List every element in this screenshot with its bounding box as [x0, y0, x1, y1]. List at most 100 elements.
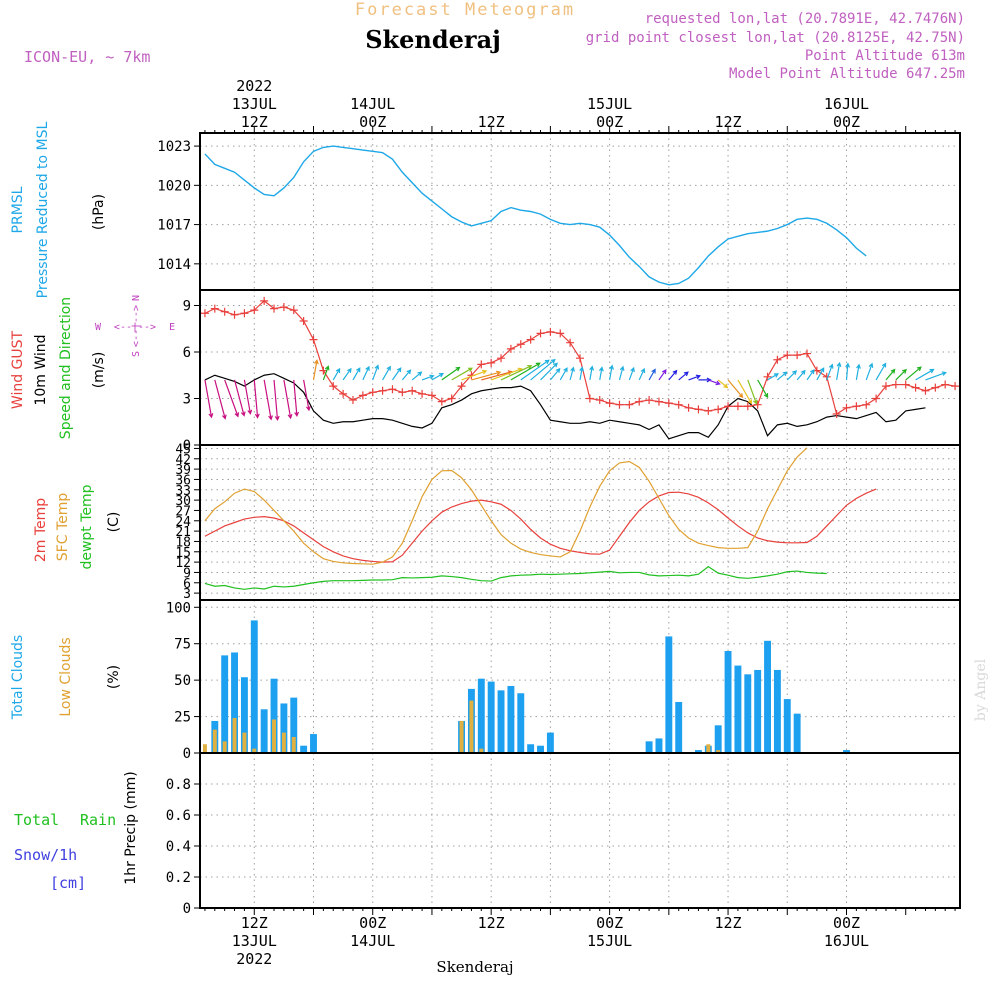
wind-arrow [757, 379, 769, 399]
wind-arrow [530, 358, 556, 381]
wind-arrow [510, 362, 541, 381]
compass-e: E [169, 322, 175, 333]
gust-marker [240, 309, 249, 318]
temp-label-2: SFC Temp [55, 493, 71, 562]
wind-arrow [737, 379, 753, 405]
total-cloud-bar [537, 745, 544, 753]
wind-arrow [796, 369, 806, 381]
y-tick-label: 33 [175, 484, 191, 499]
low-cloud-bar [242, 732, 247, 753]
total-cloud-bar [764, 640, 771, 753]
gust-marker [358, 391, 367, 400]
temp-label-3: dewpt Temp [79, 484, 95, 569]
gust-marker [398, 388, 407, 397]
gust-marker [556, 329, 565, 338]
gust-marker [891, 380, 900, 389]
low-cloud-bar [459, 720, 464, 753]
gust-marker [931, 383, 940, 392]
wind-arrow [332, 367, 341, 381]
total-cloud-bar [260, 709, 268, 753]
x-label-top: 14JUL [350, 95, 395, 113]
wind-arrow [598, 366, 604, 381]
y-tick-label: 12 [175, 556, 191, 571]
wind-label-1: Wind GUST [10, 330, 26, 409]
y-tick-label: 6 [183, 577, 191, 592]
total-cloud-bar [527, 744, 535, 753]
wind-arrow [471, 370, 502, 381]
wind-arrow [688, 374, 702, 381]
gust-marker [319, 366, 328, 375]
wind-label-2: 10m Wind [33, 334, 49, 405]
x-label-bottom: 2022 [236, 950, 272, 968]
y-tick-label: 1017 [157, 218, 191, 234]
model-altitude: Model Point Altitude 647.25m [729, 66, 965, 82]
gust-marker [289, 306, 298, 315]
wind-arrow [342, 367, 352, 381]
gust-marker [704, 406, 713, 415]
total-cloud-bar [744, 674, 752, 753]
x-label-bottom: 00Z [596, 914, 623, 932]
gust-marker [911, 383, 920, 392]
total-cloud-bar [497, 690, 505, 753]
y-tick-label: 3 [183, 587, 191, 602]
gust-marker [309, 335, 318, 344]
x-label-bottom: 13JUL [232, 932, 277, 950]
total-cloud-bar [754, 669, 762, 753]
y-tick-label: 36 [175, 473, 191, 488]
gust-marker [576, 354, 584, 363]
y-tick-label: 45 [175, 442, 191, 457]
total-cloud-bar [655, 738, 663, 753]
gust-marker [941, 380, 950, 389]
low-cloud-bar [202, 744, 207, 753]
x-label-top: 2022 [236, 77, 272, 95]
y-tick-label: 0 [183, 438, 191, 454]
y-tick-label: 6 [183, 345, 191, 361]
axes-layer: 1014101710201023036936912151821242730333… [157, 77, 961, 968]
gust-marker [684, 403, 693, 412]
wind-arrow [224, 379, 240, 418]
wind-unit: (m/s) [91, 352, 107, 389]
precip-labels: Total Rain Snow/1h [cm] 1hr Precip (mm) [14, 771, 139, 892]
compass-w: W [95, 322, 102, 333]
wind-arrow [777, 371, 788, 381]
precip-unit: 1hr Precip (mm) [123, 771, 139, 884]
wind-arrow [431, 372, 444, 381]
low-cloud-bar [272, 719, 276, 753]
total-cloud-bar [675, 702, 683, 753]
wind-arrow [312, 359, 319, 381]
total-cloud-bar [487, 681, 495, 753]
total-cloud-bar [694, 750, 702, 753]
location-title: Skenderaj [365, 25, 501, 54]
model-label: ICON-EU, ~ 7km [24, 48, 150, 66]
gust-marker [615, 400, 624, 409]
total-cloud-bar [221, 655, 229, 753]
y-tick-label: 24 [175, 515, 191, 530]
compass-mid-h: <--|--> [114, 322, 156, 333]
gust-marker [951, 382, 960, 391]
y-tick-label: 50 [174, 673, 191, 689]
x-label-top: 00Z [359, 113, 386, 131]
wind-arrow [816, 367, 825, 381]
gust-marker [753, 400, 762, 409]
y-tick-label: 100 [166, 600, 191, 616]
wind-arrow [461, 369, 488, 381]
y-tick-label: 25 [174, 710, 191, 726]
precip-label-cm: [cm] [50, 874, 86, 892]
gust-marker [526, 335, 535, 344]
total-cloud-bar [310, 734, 317, 753]
total-cloud-bar [645, 741, 653, 753]
gust-marker [230, 310, 239, 319]
compass-mid: <--|--> [131, 305, 142, 347]
wind-arrow [303, 379, 311, 412]
x-label-bottom: 00Z [359, 914, 386, 932]
gust-marker [497, 354, 506, 363]
wind-speed-line [204, 373, 926, 440]
wind-arrow [372, 364, 380, 381]
gust-marker [605, 399, 614, 408]
low-cloud-bar [232, 718, 237, 753]
pressure-unit: (hPa) [91, 194, 107, 230]
total-cloud-bar [843, 750, 850, 753]
wind-arrow [767, 373, 780, 381]
gust-marker [200, 309, 209, 318]
